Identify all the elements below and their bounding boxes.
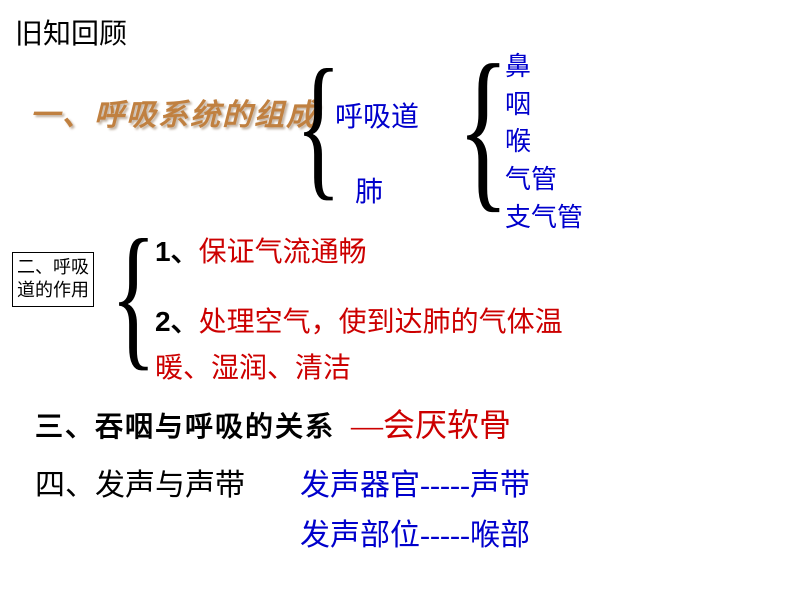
sub-item: 气管 [505,161,583,199]
sub-item: 咽 [505,86,583,124]
line2-a: 发声部位 [300,519,420,552]
page-title: 旧知回顾 [15,12,127,52]
section4-line1: 发声器官-----声带 [300,460,530,504]
section2-item2: 2、处理空气，使到达肺的气体温 暖、湿润、清洁 [155,300,715,386]
box-line1: 二、呼吸 [17,256,89,279]
section3-heading: 三、吞咽与呼吸的关系 [35,412,335,443]
sub-item: 喉 [505,123,583,161]
box-line2: 道的作用 [17,279,89,302]
item-number: 1、 [155,236,199,267]
sub-item: 鼻 [505,48,583,86]
item-number: 2、 [155,306,199,337]
line1-dash: ----- [420,469,470,502]
section3: 三、吞咽与呼吸的关系 —会厌软骨 [35,400,511,446]
section4-heading: 四、发声与声带 [35,460,245,504]
section1-branch2: 肺 [355,170,383,210]
section3-answer: —会厌软骨 [351,407,511,443]
brace-icon: { [457,38,509,218]
item-text-line1: 处理空气，使到达肺的气体温 [199,307,563,338]
section2-item1: 1、保证气流通畅 [155,230,367,270]
section1-subitems: 鼻 咽 喉 气管 支气管 [505,48,583,236]
sub-item: 支气管 [505,199,583,237]
line1-b: 声带 [470,469,530,502]
item-text-line2: 暖、湿润、清洁 [155,346,715,386]
line2-b: 喉部 [470,519,530,552]
section1-heading: 一、呼吸系统的组成 [30,90,318,134]
section2-box: 二、呼吸 道的作用 [12,252,94,307]
section1-branch1: 呼吸道 [335,95,419,135]
item-text: 保证气流通畅 [199,237,367,268]
brace-icon: { [110,215,156,375]
line1-a: 发声器官 [300,469,420,502]
line2-dash: ----- [420,519,470,552]
section4-line2: 发声部位-----喉部 [300,510,530,554]
